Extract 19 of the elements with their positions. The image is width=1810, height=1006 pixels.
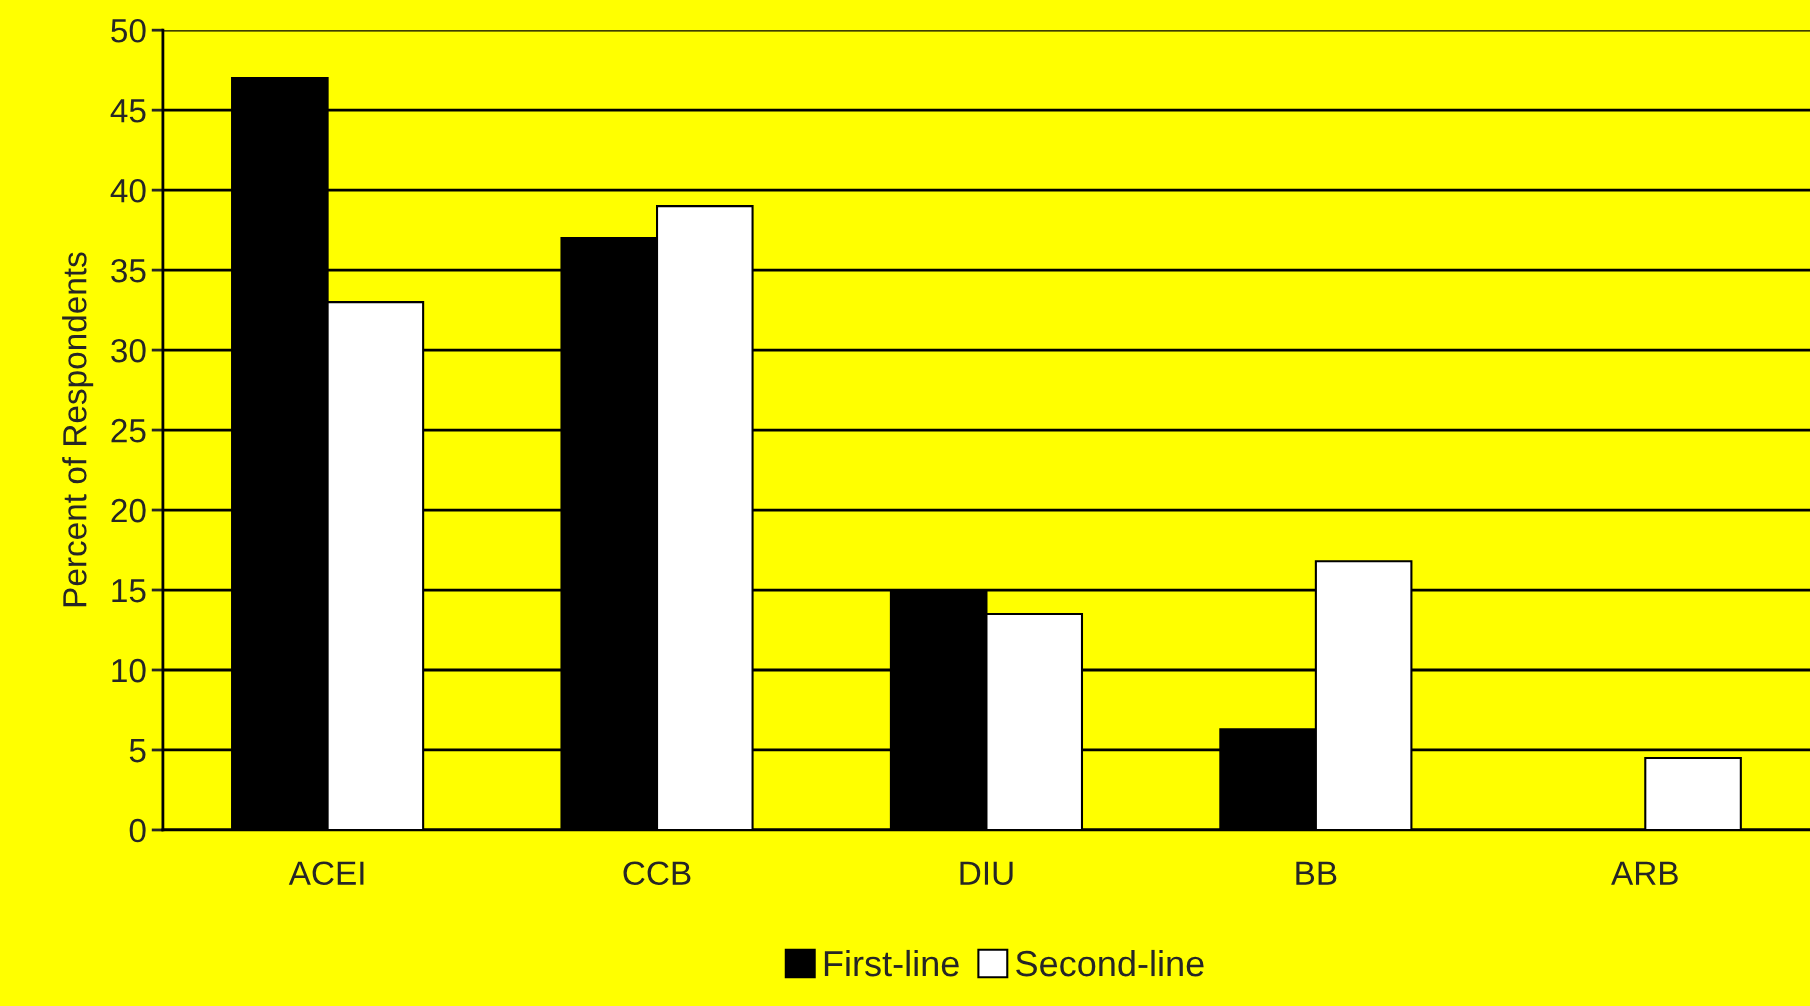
x-tick-label: ACEI <box>288 861 364 885</box>
y-tick-label: 20 <box>111 498 146 523</box>
y-tick-label: 10 <box>112 658 146 683</box>
x-tick-label: CCB <box>623 861 691 885</box>
y-tick-label: 35 <box>111 258 146 283</box>
legend-label: First-line <box>824 949 959 977</box>
y-tick-label: 30 <box>111 338 146 363</box>
y-axis-title: Percent of Respondents <box>62 252 94 607</box>
y-tick-label: 50 <box>111 18 146 43</box>
legend-label: Second-line <box>1016 949 1204 977</box>
y-tick-label: 15 <box>112 579 146 603</box>
x-tick-label: ARB <box>1611 861 1678 885</box>
x-tick-label: DIU <box>960 861 1013 885</box>
y-tick-label: 5 <box>129 739 146 763</box>
y-tick-label: 40 <box>110 178 146 203</box>
y-tick-label: 45 <box>110 99 146 123</box>
y-tick-label: 25 <box>111 418 146 443</box>
x-tick-label: BB <box>1296 861 1337 885</box>
y-tick-label: 0 <box>129 818 146 843</box>
